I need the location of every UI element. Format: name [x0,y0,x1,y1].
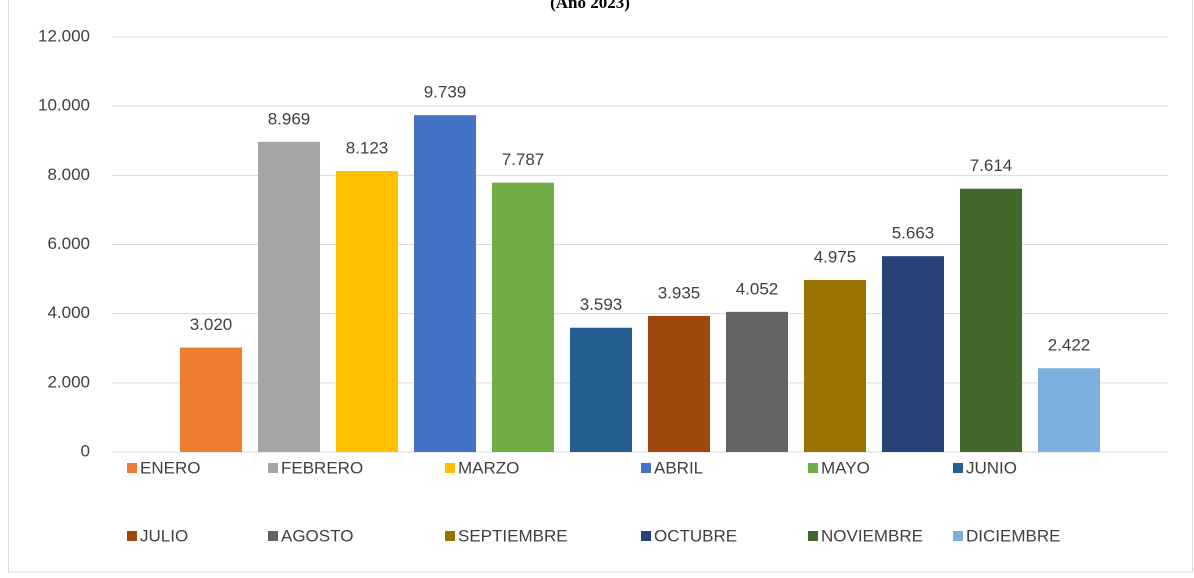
chart-border [8,0,1193,573]
legend-swatch [641,463,651,473]
legend-swatch [127,463,137,473]
bar [258,141,320,452]
bar [336,171,398,452]
legend-label: AGOSTO [281,526,353,545]
y-tick-label: 12.000 [38,26,90,45]
value-label: 7.787 [502,150,545,169]
bar [492,182,554,452]
legend-label: JULIO [140,526,188,545]
legend-swatch [445,463,455,473]
legend-label: JUNIO [966,458,1017,477]
legend-swatch [641,531,651,541]
y-tick-label: 4.000 [47,303,90,322]
bar [804,279,866,452]
legend-swatch [268,531,278,541]
value-label: 8.969 [268,109,311,128]
legend-swatch [953,463,963,473]
legend-label: OCTUBRE [654,526,737,545]
value-label: 5.663 [892,224,935,243]
value-label: 2.422 [1048,336,1091,355]
bar [726,311,788,452]
bar [1038,368,1100,452]
legend-swatch [808,463,818,473]
value-label: 3.593 [580,295,623,314]
bar [180,347,242,452]
chart-title: (Año 2023) [550,0,630,12]
value-label: 7.614 [970,156,1013,175]
legend-swatch [268,463,278,473]
bar [960,188,1022,452]
y-tick-label: 2.000 [47,372,90,391]
value-label: 4.052 [736,279,779,298]
y-tick-label: 6.000 [47,234,90,253]
legend-label: ENERO [140,458,200,477]
legend-label: DICIEMBRE [966,526,1060,545]
legend-swatch [953,531,963,541]
legend-label: MARZO [458,458,519,477]
y-tick-label: 0 [81,441,90,460]
bar [414,115,476,452]
legend-label: ABRIL [654,458,703,477]
value-label: 4.975 [814,247,857,266]
legend-label: MAYO [821,458,870,477]
legend-label: FEBRERO [281,458,363,477]
value-label: 8.123 [346,139,389,158]
legend-label: NOVIEMBRE [821,526,923,545]
legend-swatch [127,531,137,541]
bar [882,256,944,452]
legend-swatch [445,531,455,541]
value-label: 3.935 [658,283,701,302]
bar [648,315,710,452]
y-tick-label: 10.000 [38,96,90,115]
value-label: 9.739 [424,83,467,102]
legend-label: SEPTIEMBRE [458,526,568,545]
bar [570,327,632,452]
y-tick-label: 8.000 [47,165,90,184]
legend-swatch [808,531,818,541]
value-label: 3.020 [190,315,233,334]
